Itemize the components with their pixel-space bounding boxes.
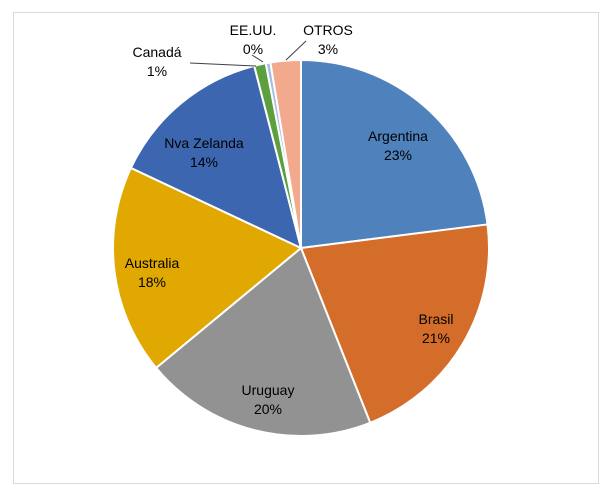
pie-slice-argentina <box>300 58 489 250</box>
slice-label-brasil: Brasil <box>418 311 453 327</box>
slice-label-nva-zelanda: Nva Zelanda <box>164 135 244 151</box>
slice-label-australia: Australia <box>125 255 180 271</box>
pie-slice-otros <box>269 58 302 249</box>
slice-label-uruguay: Uruguay <box>242 382 295 398</box>
pie-slice-uruguay <box>154 246 372 437</box>
slice-percent-australia: 18% <box>138 274 166 290</box>
slice-label-canada: Canadá <box>132 44 181 60</box>
leader-line-canada <box>189 62 257 67</box>
slice-percent-canada: 1% <box>147 63 167 79</box>
slice-label-argentina: Argentina <box>368 128 428 144</box>
leader-line-otros <box>285 40 307 61</box>
slice-label-otros: OTROS <box>303 22 353 38</box>
slice-percent-brasil: 21% <box>422 330 450 346</box>
pie-slice-australia <box>112 166 303 370</box>
slice-label-ee-uu: EE.UU. <box>230 22 277 38</box>
leader-line-ee-uu <box>251 54 264 63</box>
slice-percent-uruguay: 20% <box>254 401 282 417</box>
pie-slice-nva-zelanda <box>129 64 303 250</box>
slice-percent-otros: 3% <box>318 41 338 57</box>
slice-percent-nva-zelanda: 14% <box>190 154 218 170</box>
slice-percent-argentina: 23% <box>384 147 412 163</box>
slice-percent-ee-uu: 0% <box>243 41 263 57</box>
pie-slice-brasil <box>299 223 490 425</box>
